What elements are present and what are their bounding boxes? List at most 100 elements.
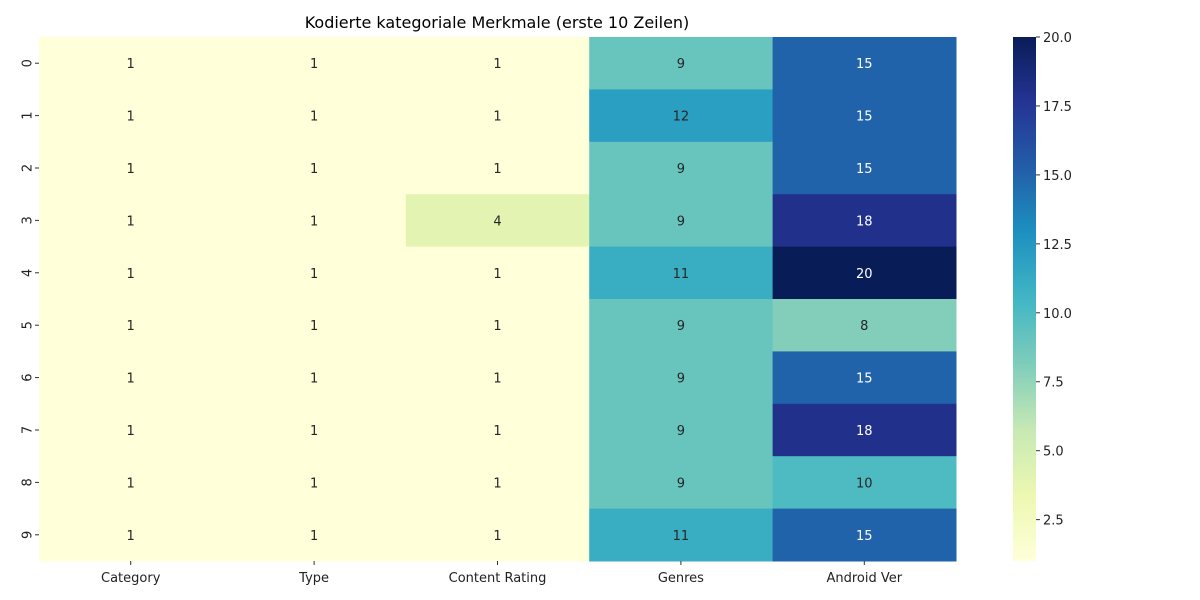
- heatmap-cell: [405, 141, 590, 195]
- heatmap-cell: [589, 508, 774, 562]
- cell-label: 1: [493, 529, 501, 544]
- cell-label: 10: [856, 476, 873, 491]
- cell-label: 15: [856, 57, 873, 72]
- heatmap-cell: [405, 246, 590, 300]
- heatmap-cell: [405, 403, 590, 457]
- cell-label: 1: [310, 372, 318, 387]
- cell-label: 15: [856, 372, 873, 387]
- cell-label: 18: [856, 424, 873, 439]
- heatmap-cell: [222, 403, 407, 457]
- heatmap-cell: [222, 456, 407, 510]
- colorbar-tick-label: 10.0: [1043, 307, 1072, 322]
- cell-label: 1: [310, 476, 318, 491]
- cell-label: 1: [310, 162, 318, 177]
- cell-label: 9: [677, 57, 685, 72]
- heatmap-cell: [589, 37, 774, 90]
- heatmap-cell: [405, 456, 590, 510]
- cell-label: 11: [673, 529, 690, 544]
- heatmap-cell: [589, 351, 774, 405]
- heatmap-cell: [405, 89, 590, 143]
- cell-label: 15: [856, 110, 873, 125]
- cell-label: 1: [493, 372, 501, 387]
- colorbar-tick-label: 7.5: [1043, 376, 1064, 391]
- cell-label: 1: [310, 267, 318, 282]
- cell-label: 1: [127, 476, 135, 491]
- heatmap-cell: [589, 194, 774, 248]
- cell-label: 8: [860, 319, 868, 334]
- cell-label: 1: [493, 57, 501, 72]
- heatmap-cell: [39, 37, 223, 90]
- y-tick-label: 7: [21, 426, 36, 434]
- heatmap-cell: [589, 403, 774, 457]
- cell-label: 15: [856, 529, 873, 544]
- cell-label: 1: [127, 214, 135, 229]
- cell-label: 1: [310, 110, 318, 125]
- cell-label: 1: [493, 319, 501, 334]
- cell-label: 1: [127, 162, 135, 177]
- heatmap-cell: [39, 508, 223, 562]
- heatmap-cell: [39, 89, 223, 143]
- heatmap-cell: [222, 194, 407, 248]
- y-tick-label: 2: [21, 164, 36, 172]
- heatmap-cell: [772, 194, 957, 248]
- heatmap-cell: [772, 37, 957, 90]
- colorbar-tick-label: 12.5: [1043, 238, 1072, 253]
- cell-label: 1: [127, 319, 135, 334]
- heatmap-cell: [222, 89, 407, 143]
- heatmap-cell: [39, 141, 223, 195]
- x-tick-label: Type: [298, 571, 329, 586]
- cell-label: 1: [493, 267, 501, 282]
- colorbar-tick-label: 2.5: [1043, 514, 1064, 529]
- cell-label: 9: [677, 319, 685, 334]
- cell-label: 1: [127, 110, 135, 125]
- colorbar-gradient: [1013, 37, 1036, 561]
- cell-label: 9: [677, 162, 685, 177]
- heatmap-cell: [222, 299, 407, 352]
- cell-label: 1: [310, 529, 318, 544]
- heatmap-cell: [772, 351, 957, 405]
- heatmap-cell: [589, 141, 774, 195]
- heatmap-cell: [405, 299, 590, 352]
- cell-label: 18: [856, 214, 873, 229]
- y-axis: 0 1 2 3 4 5 6 7 8 9: [21, 59, 39, 539]
- cell-label: 20: [856, 267, 873, 282]
- cell-label: 1: [493, 476, 501, 491]
- heatmap-cell: [589, 456, 774, 510]
- heatmap-cell: [772, 508, 957, 562]
- colorbar-tick-label: 17.5: [1043, 100, 1072, 115]
- cell-label: 9: [677, 214, 685, 229]
- cell-label: 1: [493, 162, 501, 177]
- y-tick-label: 9: [21, 531, 36, 539]
- colorbar-tick-label: 15.0: [1043, 169, 1072, 184]
- colorbar-tick-label: 20.0: [1043, 31, 1072, 46]
- heatmap-cell: [39, 299, 223, 352]
- heatmap-cell: [772, 403, 957, 457]
- heatmap-cell: [772, 141, 957, 195]
- y-tick-label: 1: [21, 111, 36, 119]
- cell-label: 1: [127, 372, 135, 387]
- cell-label: 1: [127, 529, 135, 544]
- cell-label: 1: [127, 267, 135, 282]
- heatmap-cell: [405, 508, 590, 562]
- cell-label: 1: [127, 424, 135, 439]
- cell-label: 1: [310, 214, 318, 229]
- cell-label: 1: [127, 57, 135, 72]
- y-tick-label: 5: [21, 321, 36, 329]
- heatmap-cell: [222, 37, 407, 90]
- heatmap-cell: [772, 456, 957, 510]
- heatmap-cell: [39, 194, 223, 248]
- cell-label: 1: [310, 424, 318, 439]
- heatmap-cell: [222, 508, 407, 562]
- x-tick-label: Category: [101, 571, 161, 586]
- x-tick-label: Content Rating: [449, 571, 547, 586]
- heatmap-cell: [222, 246, 407, 300]
- heatmap-cell: [39, 351, 223, 405]
- cell-label: 4: [493, 214, 501, 229]
- heatmap-cell: [589, 89, 774, 143]
- heatmap-cell: [589, 299, 774, 352]
- cell-label: 1: [310, 57, 318, 72]
- cell-label: 11: [673, 267, 690, 282]
- chart-title: Kodierte kategoriale Merkmale (erste 10 …: [305, 13, 690, 32]
- y-tick-label: 0: [21, 59, 36, 67]
